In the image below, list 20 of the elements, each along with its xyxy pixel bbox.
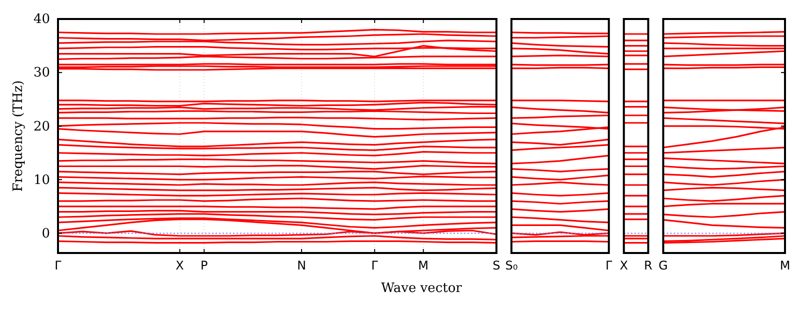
x-tick-label: Γ	[371, 258, 378, 273]
x-tick-label: Γ	[54, 258, 62, 273]
y-tick-label: 10	[33, 172, 50, 188]
x-tick-label: N	[297, 258, 306, 273]
x-tick-label: S	[492, 258, 500, 273]
x-tick-label: X	[176, 258, 184, 273]
x-tick-label: M	[418, 258, 429, 273]
x-tick-label: G	[658, 258, 668, 273]
y-axis-title: Frequency (THz)	[11, 80, 26, 192]
x-tick-label: S₀	[505, 258, 518, 273]
y-tick-label: 30	[33, 66, 50, 81]
x-tick-label: Γ	[606, 258, 613, 273]
x-tick-label: P	[200, 258, 208, 273]
x-tick-label: M	[780, 258, 790, 273]
x-tick-label: X	[620, 258, 628, 273]
y-tick-label: 0	[42, 226, 50, 242]
y-tick-label: 40	[33, 12, 50, 28]
x-axis-title: Wave vector	[381, 281, 463, 296]
y-tick-label: 20	[33, 119, 50, 134]
x-tick-label: R	[644, 258, 652, 273]
